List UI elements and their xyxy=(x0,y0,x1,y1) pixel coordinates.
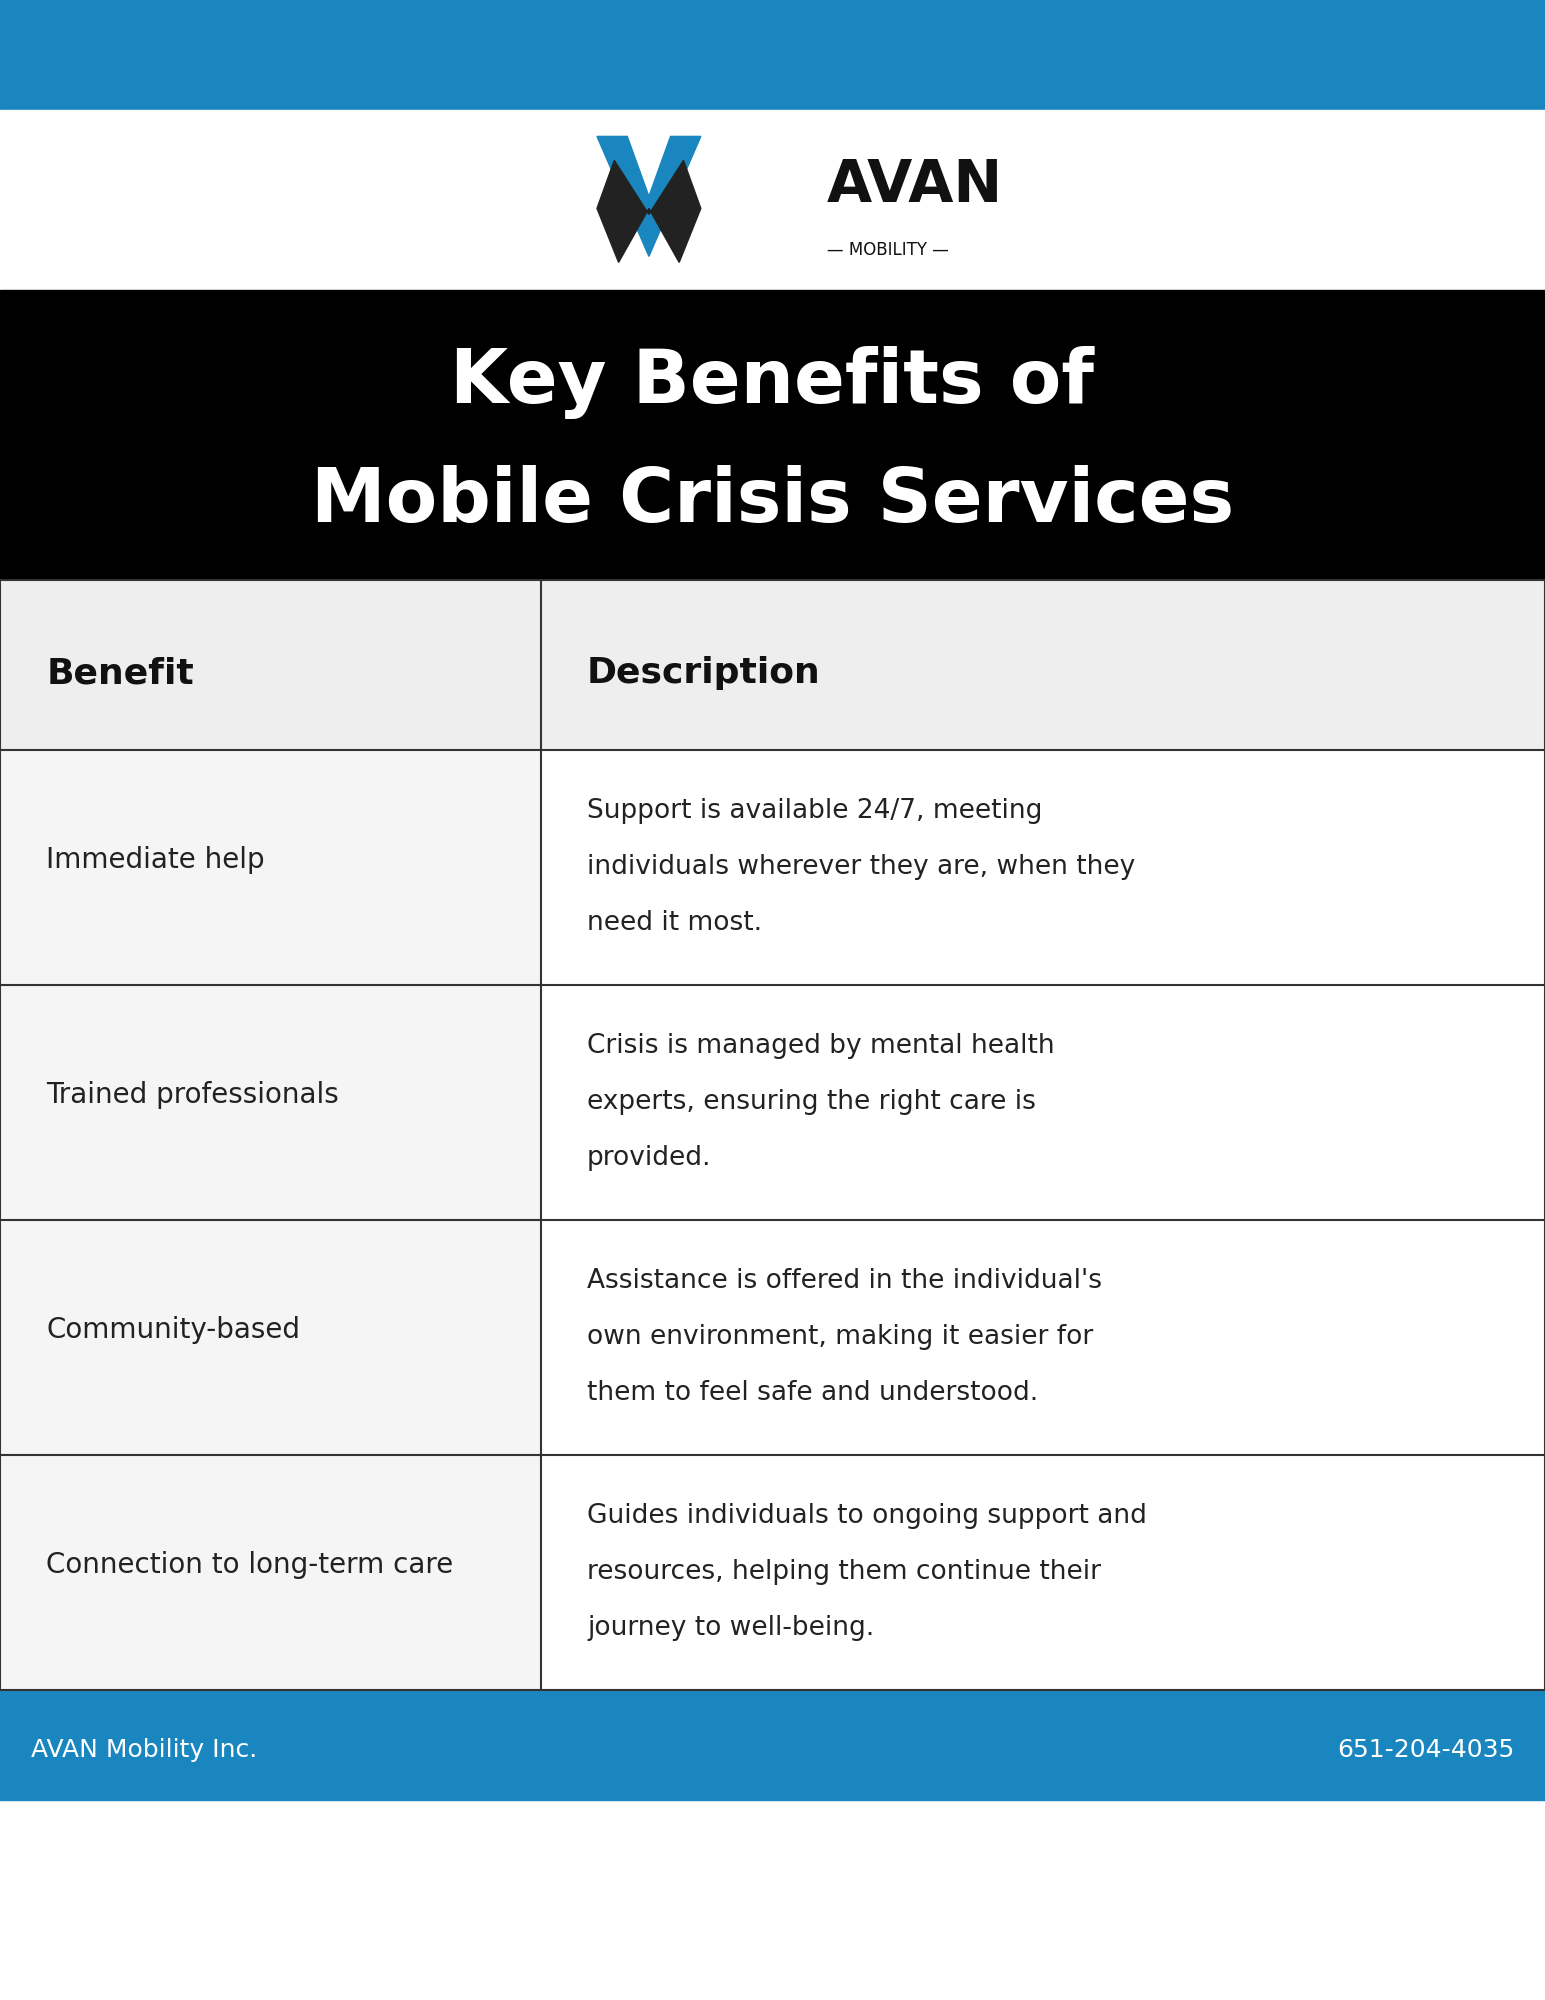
Bar xyxy=(0,290,1545,580)
Text: resources, helping them continue their: resources, helping them continue their xyxy=(587,1560,1102,1586)
Polygon shape xyxy=(596,136,701,256)
Bar xyxy=(0,580,541,750)
Text: Immediate help: Immediate help xyxy=(46,846,266,874)
Polygon shape xyxy=(596,160,701,262)
Text: own environment, making it easier for: own environment, making it easier for xyxy=(587,1324,1094,1350)
Text: AVAN: AVAN xyxy=(827,158,1003,214)
Text: Community-based: Community-based xyxy=(46,1316,300,1344)
Bar xyxy=(541,1454,1545,1690)
Text: need it most.: need it most. xyxy=(587,910,762,936)
Text: Crisis is managed by mental health: Crisis is managed by mental health xyxy=(587,1034,1055,1060)
Text: 651-204-4035: 651-204-4035 xyxy=(1336,1738,1514,1762)
Bar xyxy=(0,1690,1545,1800)
Text: them to feel safe and understood.: them to feel safe and understood. xyxy=(587,1380,1038,1406)
Text: journey to well-being.: journey to well-being. xyxy=(587,1616,874,1642)
Text: Connection to long-term care: Connection to long-term care xyxy=(46,1552,454,1580)
Text: Trained professionals: Trained professionals xyxy=(46,1082,338,1110)
Text: Mobile Crisis Services: Mobile Crisis Services xyxy=(311,466,1234,538)
Text: Key Benefits of: Key Benefits of xyxy=(451,346,1094,420)
Bar xyxy=(541,580,1545,750)
Text: individuals wherever they are, when they: individuals wherever they are, when they xyxy=(587,854,1136,880)
Text: experts, ensuring the right care is: experts, ensuring the right care is xyxy=(587,1090,1037,1116)
Text: Support is available 24/7, meeting: Support is available 24/7, meeting xyxy=(587,798,1043,824)
Bar xyxy=(541,1220,1545,1454)
Text: Benefit: Benefit xyxy=(46,656,195,690)
Text: Guides individuals to ongoing support and: Guides individuals to ongoing support an… xyxy=(587,1504,1146,1530)
Text: provided.: provided. xyxy=(587,1146,712,1172)
Bar xyxy=(0,750,541,984)
Text: Description: Description xyxy=(587,656,820,690)
Bar xyxy=(0,110,1545,290)
Text: AVAN Mobility Inc.: AVAN Mobility Inc. xyxy=(31,1738,256,1762)
Bar xyxy=(0,1454,541,1690)
Bar xyxy=(541,984,1545,1220)
Text: — MOBILITY —: — MOBILITY — xyxy=(827,242,949,260)
Text: Assistance is offered in the individual's: Assistance is offered in the individual'… xyxy=(587,1268,1102,1294)
Bar xyxy=(0,984,541,1220)
Bar xyxy=(541,750,1545,984)
Bar xyxy=(0,0,1545,110)
Bar xyxy=(0,1220,541,1454)
